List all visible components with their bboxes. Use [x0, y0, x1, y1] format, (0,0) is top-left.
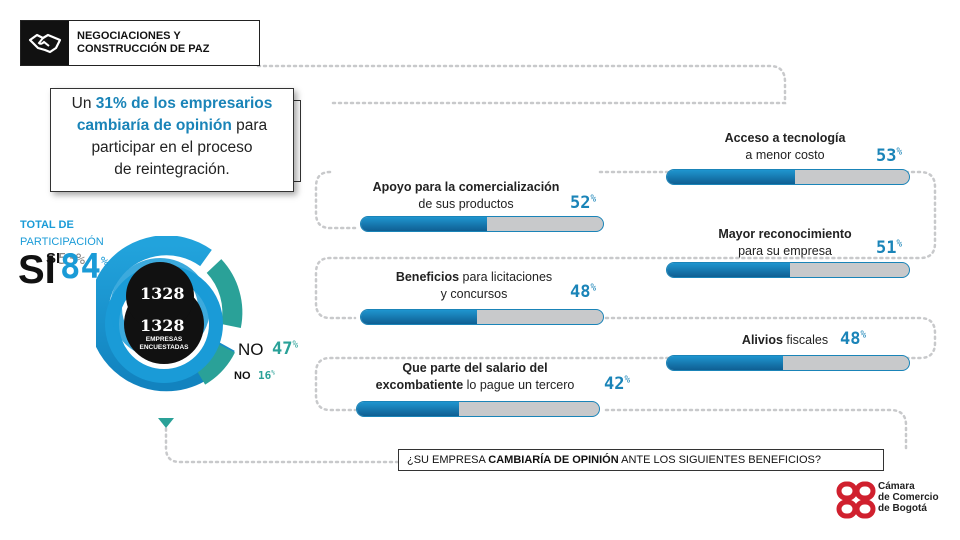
bar-fill-beneficios-licitaciones	[361, 310, 478, 324]
item-bar-acceso-tecnologia	[666, 169, 910, 185]
item-bar-alivios-fiscales	[666, 355, 910, 371]
section-title: NEGOCIACIONES Y CONSTRUCCIÓN DE PAZ	[77, 30, 210, 55]
donut-center-back	[126, 262, 194, 330]
callout-line-4: de reintegración.	[114, 161, 230, 178]
donut-count: 1328	[140, 316, 185, 335]
no-small-value: 16%	[258, 369, 275, 382]
item-pct-mayor-reconocimiento: 51%	[876, 238, 903, 258]
item-label-salario-excombatiente: Que parte del salario del excombatiente l…	[375, 361, 575, 392]
item-pct-alivios-fiscales: 48%	[840, 329, 867, 349]
item-bar-beneficios-licitaciones	[360, 309, 604, 325]
bar-fill-apoyo-comercializacion	[361, 217, 487, 231]
si-small-value: 53%	[58, 250, 86, 268]
si-label: SI	[18, 248, 56, 292]
donut-count-back: 1328	[140, 284, 185, 303]
donut-caption: EMPRESAS ENCUESTADAS	[139, 336, 189, 351]
total-participation-label: TOTAL DE PARTICIPACIÓN	[20, 219, 104, 248]
item-bar-apoyo-comercializacion	[360, 216, 604, 232]
no-small-label: NO	[234, 370, 251, 382]
item-bar-mayor-reconocimiento	[666, 262, 910, 278]
no-label: NO	[238, 340, 264, 359]
si-value: 84%	[60, 247, 109, 287]
item-label-apoyo-comercializacion: Apoyo para la comercialización de sus pro…	[372, 180, 560, 211]
callout-line-3: participar en el proceso	[91, 139, 253, 156]
item-label-acceso-tecnologia: Acceso a tecnología a menor costo	[724, 131, 846, 162]
callout-line-1: Un 31% de los empresarios	[71, 95, 273, 112]
callout-line-2: cambiaría de opinión para	[76, 117, 268, 134]
ccb-logo-icon	[836, 481, 876, 519]
donut-no-arc-small	[194, 343, 235, 385]
item-pct-apoyo-comercializacion: 52%	[570, 193, 597, 213]
bar-fill-alivios-fiscales	[667, 356, 784, 370]
bar-fill-mayor-reconocimiento	[667, 263, 791, 277]
item-pct-acceso-tecnologia: 53%	[876, 146, 903, 166]
bar-fill-salario-excombatiente	[357, 402, 459, 416]
no-value: 47%	[272, 339, 299, 359]
callout-box: Un 31% de los empresarios cambiaría de o…	[50, 88, 294, 192]
donut-no-arc	[206, 259, 243, 328]
bar-fill-acceso-tecnologia	[667, 170, 796, 184]
section-header: NEGOCIACIONES Y CONSTRUCCIÓN DE PAZ	[20, 20, 260, 66]
item-label-mayor-reconocimiento: Mayor reconocimiento para su empresa	[718, 227, 852, 258]
question-box: ¿SU EMPRESA CAMBIARÍA DE OPINIÓN ANTE LO…	[398, 449, 884, 471]
item-pct-salario-excombatiente: 42%	[604, 374, 631, 394]
item-bar-salario-excombatiente	[356, 401, 600, 417]
participation-donut	[96, 236, 243, 392]
item-label-alivios-fiscales: Alivios fiscales	[741, 333, 829, 347]
ccb-logo-text: Cámara de Comercio de Bogotá	[878, 481, 939, 514]
item-label-beneficios-licitaciones: Beneficios para licitaciones y concursos	[395, 270, 553, 301]
item-pct-beneficios-licitaciones: 48%	[570, 282, 597, 302]
handshake-icon	[21, 21, 69, 65]
si-small-label: SI	[46, 250, 61, 267]
